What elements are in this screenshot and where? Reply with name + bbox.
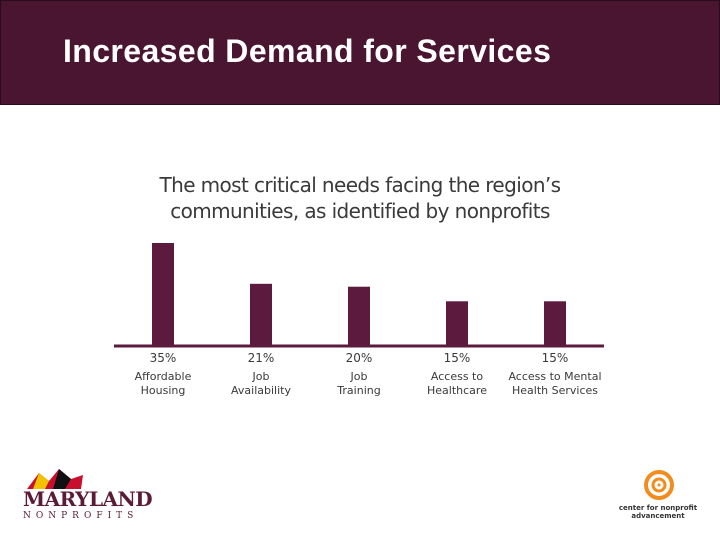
category-label-1-line-1: Availability — [231, 384, 291, 397]
maryland-logo-sub: NONPROFITS — [23, 511, 139, 521]
category-label-3-line-1: Healthcare — [427, 384, 487, 397]
bar-1 — [250, 283, 272, 345]
maryland-logo-word: MARYLAND — [23, 487, 153, 511]
value-label-4: 15% — [542, 351, 569, 365]
category-label-3-line-0: Access to — [431, 370, 483, 383]
bar-4 — [544, 301, 566, 345]
maryland-flag-icon — [27, 469, 83, 489]
page-title: Increased Demand for Services — [63, 33, 552, 69]
bar-2 — [348, 286, 370, 345]
title-bar: Increased Demand for Services — [0, 0, 720, 105]
category-label-4-line-1: Health Services — [512, 384, 598, 397]
cna-logo-line-2: advancement — [631, 512, 685, 520]
center-for-nonprofit-advancement-logo: center for nonprofit advancement — [618, 468, 698, 528]
value-label-1: 21% — [248, 351, 275, 365]
category-label-1-line-0: Job — [252, 370, 270, 383]
value-label-2: 20% — [346, 351, 373, 365]
cna-logo-text: center for nonprofit advancement — [618, 504, 698, 520]
category-label-0-line-0: Affordable — [135, 370, 192, 383]
category-label-2-line-0: Job — [350, 370, 368, 383]
spiral-icon — [644, 470, 674, 500]
value-label-0: 35% — [150, 351, 177, 365]
category-label-0-line-1: Housing — [141, 384, 186, 397]
category-label-4-line-0: Access to Mental — [508, 370, 601, 383]
chart-title-line-2: communities, as identified by nonprofits — [170, 199, 550, 223]
bar-0 — [152, 243, 174, 345]
value-label-3: 15% — [444, 351, 471, 365]
chart-title-line-1: The most critical needs facing the regio… — [159, 173, 562, 197]
bar-3 — [446, 301, 468, 345]
category-label-2-line-1: Training — [336, 384, 380, 397]
chart-title: The most critical needs facing the regio… — [130, 172, 590, 224]
cna-logo-line-1: center for nonprofit — [618, 504, 698, 512]
maryland-nonprofits-logo: MARYLAND NONPROFITS — [15, 465, 153, 525]
